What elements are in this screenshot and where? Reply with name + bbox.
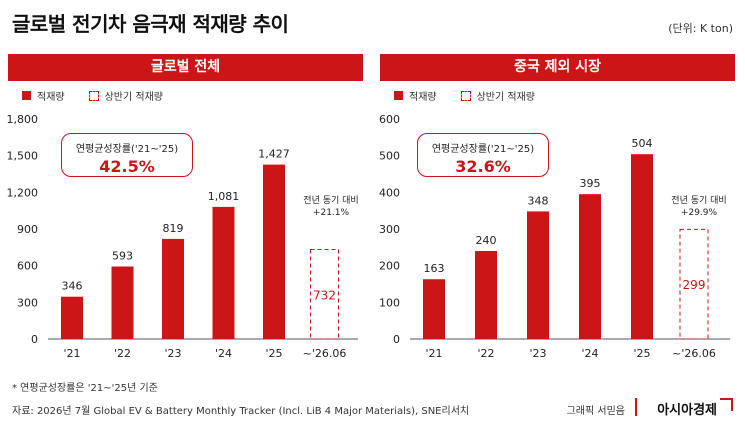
bar-chart-global: 0 300 600 900 1,200 1,500 1,800 346 '21 593 '22 819… bbox=[7, 113, 358, 360]
cagr-box: 연평균성장률('21~'25) 42.5% bbox=[61, 133, 193, 177]
legend-dashed-label: 상반기 적재량 bbox=[476, 92, 535, 103]
x-tick-label: '23 bbox=[529, 347, 546, 360]
bar bbox=[61, 296, 83, 339]
bar-value-label: 504 bbox=[632, 137, 653, 150]
cagr-value: 32.6% bbox=[455, 157, 511, 176]
legend-dashed-swatch bbox=[460, 90, 471, 101]
bar-chart-ex-china: 0 100 200 300 400 500 600 163 '21 240 '22 348 '23 395… bbox=[379, 113, 730, 360]
bar bbox=[263, 164, 285, 339]
bar-value-label: 240 bbox=[476, 234, 497, 247]
x-tick-label: '22 bbox=[114, 347, 131, 360]
y-tick-label: 100 bbox=[379, 296, 400, 309]
cagr-box: 연평균성장률('21~'25) 32.6% bbox=[417, 133, 549, 177]
cagr-label: 연평균성장률('21~'25) bbox=[75, 144, 179, 155]
yoy-note: 전년 동기 대비 +21.1% bbox=[296, 195, 366, 219]
bar-value-label: 819 bbox=[163, 222, 184, 235]
y-tick-label: 1,500 bbox=[7, 150, 39, 163]
legend-solid-swatch bbox=[394, 91, 403, 100]
x-tick-label: '23 bbox=[164, 347, 181, 360]
panel-title: 글로벌 전체 bbox=[8, 54, 363, 81]
y-tick-label: 600 bbox=[17, 260, 38, 273]
bar-value-label: 732 bbox=[313, 288, 336, 302]
bar-dashed bbox=[310, 249, 339, 340]
bar-value-label: 593 bbox=[112, 250, 133, 263]
y-tick-label: 600 bbox=[379, 113, 400, 126]
y-tick-label: 400 bbox=[379, 186, 400, 199]
yoy-value: +29.9% bbox=[680, 208, 718, 218]
bar bbox=[111, 266, 134, 339]
x-tick-label: '21 bbox=[63, 347, 80, 360]
yoy-label: 전년 동기 대비 bbox=[671, 196, 727, 206]
brand-divider bbox=[635, 398, 637, 416]
legend: 적재량 상반기 적재량 bbox=[394, 88, 535, 103]
bar-value-label: 346 bbox=[62, 280, 83, 293]
cagr-label: 연평균성장률('21~'25) bbox=[431, 144, 535, 155]
x-tick-label: '25 bbox=[633, 347, 650, 360]
yoy-label: 전년 동기 대비 bbox=[303, 196, 359, 206]
y-tick-label: 0 bbox=[393, 333, 400, 346]
bar-value-label: 1,427 bbox=[258, 148, 290, 161]
cagr-value: 42.5% bbox=[99, 157, 155, 176]
y-tick-label: 300 bbox=[17, 296, 38, 309]
bar-value-label: 348 bbox=[528, 194, 549, 207]
bar bbox=[631, 154, 653, 339]
legend: 적재량 상반기 적재량 bbox=[22, 88, 163, 103]
x-tick-label: ~'26.06 bbox=[672, 347, 716, 360]
bar-value-label: 163 bbox=[424, 262, 445, 275]
x-tick-label: '25 bbox=[265, 347, 282, 360]
y-tick-label: 1,200 bbox=[7, 186, 39, 199]
bar-value-label: 395 bbox=[580, 177, 601, 190]
x-tick-label: '24 bbox=[581, 347, 598, 360]
bar bbox=[579, 194, 601, 339]
chart-panel-ex-china: 중국 제외 시장 적재량 상반기 적재량 0 100 200 300 400 500 600… bbox=[379, 54, 735, 360]
legend-dashed-swatch bbox=[88, 90, 99, 101]
y-tick-label: 1,800 bbox=[7, 113, 39, 126]
y-tick-label: 300 bbox=[379, 223, 400, 236]
brand-logo: 아시아경제 bbox=[657, 403, 717, 418]
bar bbox=[162, 238, 184, 339]
bar-value-label: 299 bbox=[683, 278, 706, 292]
legend-solid-label: 적재량 bbox=[37, 92, 65, 103]
y-tick-label: 500 bbox=[379, 150, 400, 163]
bar-value-label: 1,081 bbox=[208, 190, 240, 203]
unit-label: (단위: K ton) bbox=[668, 22, 733, 35]
bar-dashed bbox=[679, 228, 709, 340]
x-tick-label: ~'26.06 bbox=[303, 347, 347, 360]
legend-dashed-label: 상반기 적재량 bbox=[104, 92, 163, 103]
bar bbox=[212, 206, 235, 339]
y-tick-label: 0 bbox=[31, 333, 38, 346]
footnote: * 연평균성장률은 '21~'25년 기준 bbox=[12, 383, 158, 394]
panel-title: 중국 제외 시장 bbox=[380, 54, 735, 81]
bar bbox=[527, 211, 549, 339]
legend-solid-swatch bbox=[22, 91, 31, 100]
y-tick-label: 900 bbox=[17, 223, 38, 236]
yoy-note: 전년 동기 대비 +29.9% bbox=[664, 195, 734, 219]
x-tick-label: '22 bbox=[477, 347, 494, 360]
legend-solid-label: 적재량 bbox=[409, 92, 437, 103]
graphic-credit: 그래픽 서믿음 bbox=[566, 406, 625, 417]
y-tick-label: 200 bbox=[379, 260, 400, 273]
yoy-value: +21.1% bbox=[312, 208, 350, 218]
page-title: 글로벌 전기차 음극재 적재량 추이 bbox=[12, 12, 289, 36]
brand-mark-icon bbox=[720, 398, 733, 411]
chart-panel-global: 글로벌 전체 적재량 상반기 적재량 0 300 600 900 1,200 1,500 1… bbox=[7, 54, 366, 360]
x-tick-label: '24 bbox=[215, 347, 232, 360]
source-text: 자료: 2026년 7월 Global EV & Battery Monthly… bbox=[12, 406, 470, 417]
bar bbox=[475, 251, 497, 339]
x-tick-label: '21 bbox=[425, 347, 442, 360]
bar bbox=[423, 279, 445, 339]
